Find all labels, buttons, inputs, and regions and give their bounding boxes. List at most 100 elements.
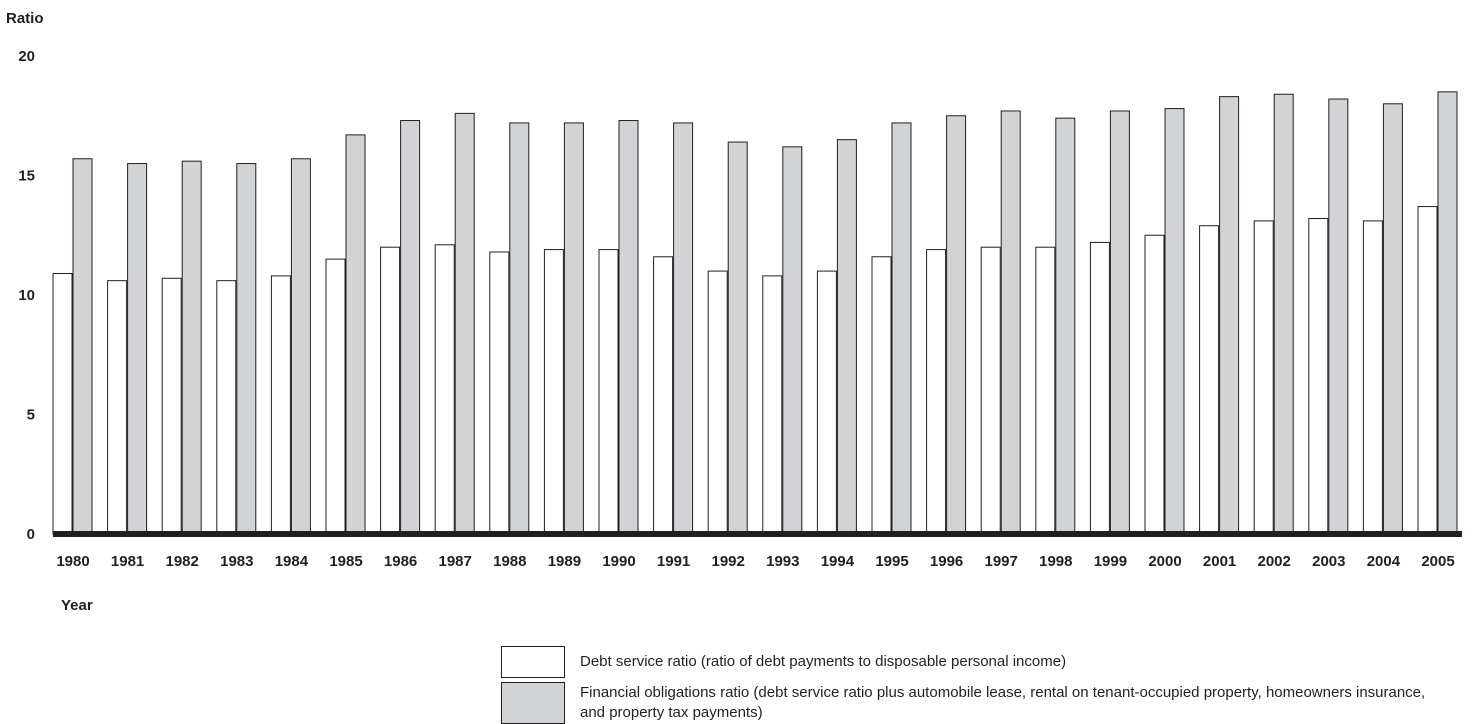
bar-group-2000	[1144, 108, 1185, 535]
bar-debt-service	[707, 270, 728, 535]
bar-group-2004	[1362, 103, 1403, 535]
bar-debt-service	[325, 258, 346, 535]
x-tick-label: 1984	[275, 553, 309, 570]
bar-group-1994	[816, 139, 857, 535]
legend-swatch-financial-obligations	[501, 682, 565, 724]
bar-financial-obligations	[1164, 108, 1185, 535]
bar-debt-service	[434, 244, 455, 535]
x-tick-label: 1982	[166, 553, 199, 570]
bar-group-1980	[52, 158, 93, 535]
bar-group-2005	[1417, 91, 1458, 535]
bar-debt-service	[161, 277, 182, 535]
bar-financial-obligations	[509, 122, 530, 535]
bar-group-1986	[380, 120, 421, 535]
bar-debt-service	[1308, 218, 1329, 535]
y-axis-ticks: 0 5 10 15 20	[18, 48, 35, 543]
y-tick-label: 10	[18, 287, 35, 304]
bar-debt-service	[598, 249, 619, 535]
x-tick-label: 1997	[985, 553, 1018, 570]
x-tick-label: 2001	[1203, 553, 1236, 570]
legend-label-financial-obligations: Financial obligations ratio (debt servic…	[580, 684, 1426, 721]
x-tick-label: 1986	[384, 553, 417, 570]
bar-group-1996	[926, 115, 967, 535]
bar-group-1998	[1035, 117, 1076, 535]
legend: Debt service ratio (ratio of debt paymen…	[501, 646, 1461, 724]
bar-debt-service	[489, 251, 510, 535]
bar-financial-obligations	[454, 112, 475, 535]
x-tick-label: 1993	[766, 553, 799, 570]
bar-group-1984	[270, 158, 311, 535]
x-tick-label: 2003	[1312, 553, 1345, 570]
bar-group-2001	[1199, 96, 1240, 535]
x-tick-label: 1999	[1094, 553, 1127, 570]
bar-group-1990	[598, 120, 639, 535]
bar-group-1983	[216, 163, 257, 535]
bar-financial-obligations	[1055, 117, 1076, 535]
bar-group-1993	[762, 146, 803, 535]
bar-group-2003	[1308, 98, 1349, 535]
x-tick-label: 1996	[930, 553, 963, 570]
bar-financial-obligations	[236, 163, 257, 535]
bar-debt-service	[216, 280, 237, 535]
bar-debt-service	[816, 270, 837, 535]
bar-financial-obligations	[1328, 98, 1349, 535]
bar-groups	[52, 91, 1458, 535]
bar-debt-service	[762, 275, 783, 535]
x-tick-label: 1995	[875, 553, 908, 570]
x-axis-ticks: 1980 1981 1982 1983 1984 1985 1986 1987 1988 1989…	[56, 553, 1454, 570]
bar-financial-obligations	[290, 158, 311, 535]
bar-debt-service	[1089, 241, 1110, 535]
bar-financial-obligations	[1382, 103, 1403, 535]
bar-debt-service	[1362, 220, 1383, 535]
bar-financial-obligations	[1000, 110, 1021, 535]
bar-financial-obligations	[891, 122, 912, 535]
y-tick-label: 15	[18, 168, 35, 185]
bar-debt-service	[380, 246, 401, 535]
bar-group-1988	[489, 122, 530, 535]
bar-debt-service	[1144, 234, 1165, 535]
bar-financial-obligations	[127, 163, 148, 535]
bar-group-1991	[653, 122, 694, 535]
x-tick-label: 1990	[602, 553, 635, 570]
bar-group-1981	[107, 163, 148, 535]
x-tick-label: 1985	[329, 553, 362, 570]
bar-financial-obligations	[618, 120, 639, 535]
bar-debt-service	[107, 280, 128, 535]
bar-financial-obligations	[946, 115, 967, 535]
bar-financial-obligations	[1437, 91, 1458, 535]
bar-financial-obligations	[836, 139, 857, 535]
bar-financial-obligations	[1109, 110, 1130, 535]
bar-group-1999	[1089, 110, 1130, 535]
x-tick-label: 1991	[657, 553, 690, 570]
x-tick-label: 1989	[548, 553, 581, 570]
x-tick-label: 2004	[1367, 553, 1401, 570]
bar-debt-service	[543, 249, 564, 535]
x-tick-label: 1992	[712, 553, 745, 570]
x-tick-label: 2000	[1148, 553, 1181, 570]
legend-item-financial-obligations: Financial obligations ratio (debt servic…	[501, 682, 1461, 724]
y-axis-label: Ratio	[6, 10, 44, 27]
bar-financial-obligations	[345, 134, 366, 535]
x-tick-label: 1987	[439, 553, 472, 570]
x-tick-label: 1994	[821, 553, 855, 570]
bar-debt-service	[980, 246, 1001, 535]
bar-group-1985	[325, 134, 366, 535]
y-tick-label: 0	[27, 526, 35, 543]
bar-group-1992	[707, 141, 748, 535]
y-tick-label: 20	[18, 48, 35, 65]
y-tick-label: 5	[27, 407, 35, 424]
x-tick-label: 2005	[1421, 553, 1454, 570]
x-axis-baseline	[53, 531, 1462, 537]
legend-label-debt-service: Debt service ratio (ratio of debt paymen…	[580, 653, 1067, 670]
bar-debt-service	[871, 256, 892, 535]
bar-group-2002	[1253, 93, 1294, 535]
x-tick-label: 1980	[56, 553, 89, 570]
bar-debt-service	[1199, 225, 1220, 535]
bar-debt-service	[270, 275, 291, 535]
bar-group-1997	[980, 110, 1021, 535]
bar-group-1987	[434, 112, 475, 535]
x-tick-label: 1983	[220, 553, 253, 570]
bar-financial-obligations	[563, 122, 584, 535]
x-tick-label: 2002	[1258, 553, 1291, 570]
